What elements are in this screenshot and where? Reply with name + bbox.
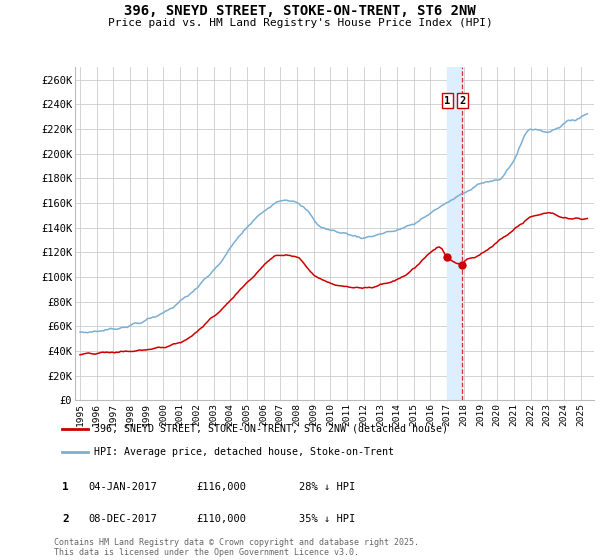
Text: £110,000: £110,000: [197, 514, 247, 524]
Text: 1: 1: [62, 482, 69, 492]
Text: 28% ↓ HPI: 28% ↓ HPI: [299, 482, 355, 492]
Text: 35% ↓ HPI: 35% ↓ HPI: [299, 514, 355, 524]
Text: 08-DEC-2017: 08-DEC-2017: [89, 514, 158, 524]
Text: Price paid vs. HM Land Registry's House Price Index (HPI): Price paid vs. HM Land Registry's House …: [107, 18, 493, 28]
Text: £116,000: £116,000: [197, 482, 247, 492]
Bar: [448, 67, 463, 400]
Text: HPI: Average price, detached house, Stoke-on-Trent: HPI: Average price, detached house, Stok…: [94, 447, 394, 457]
Text: 2: 2: [460, 96, 466, 105]
Text: 1: 1: [444, 96, 451, 105]
Text: 04-JAN-2017: 04-JAN-2017: [89, 482, 158, 492]
Text: 2: 2: [62, 514, 69, 524]
Text: 396, SNEYD STREET, STOKE-ON-TRENT, ST6 2NW (detached house): 396, SNEYD STREET, STOKE-ON-TRENT, ST6 2…: [94, 424, 448, 434]
Text: Contains HM Land Registry data © Crown copyright and database right 2025.
This d: Contains HM Land Registry data © Crown c…: [54, 538, 419, 557]
Text: 396, SNEYD STREET, STOKE-ON-TRENT, ST6 2NW: 396, SNEYD STREET, STOKE-ON-TRENT, ST6 2…: [124, 4, 476, 18]
